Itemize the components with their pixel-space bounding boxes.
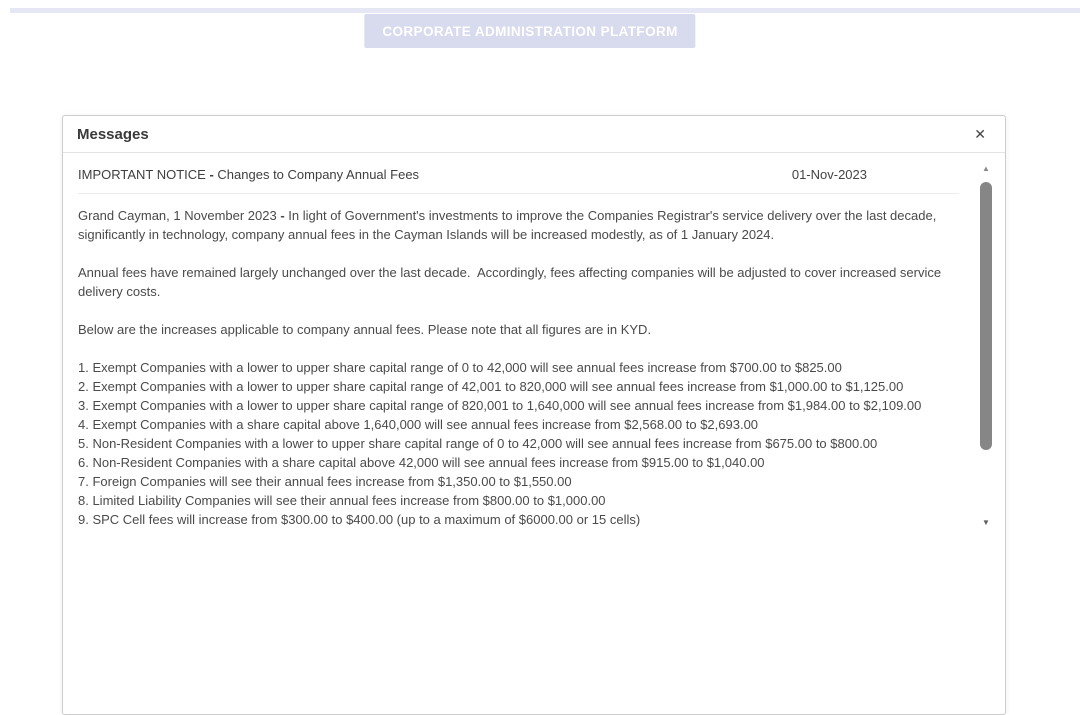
fee-change-item: 8. Limited Liability Companies will see … (78, 493, 606, 508)
message-subject-row: IMPORTANT NOTICE - Changes to Company An… (78, 165, 959, 194)
fee-change-item: 2. Exempt Companies with a lower to uppe… (78, 379, 904, 394)
fee-change-item: 7. Foreign Companies will see their annu… (78, 474, 572, 489)
scroll-down-button[interactable]: ▼ (979, 518, 993, 528)
close-icon: ✕ (974, 126, 986, 142)
scroll-up-icon: ▲ (982, 164, 990, 173)
close-button[interactable]: ✕ (970, 125, 990, 143)
fee-change-item: 9. SPC Cell fees will increase from $300… (78, 512, 641, 527)
dialog-title: Messages (77, 125, 149, 143)
message-paragraph: Grand Cayman, 1 November 2023 - In light… (78, 208, 940, 242)
message-paragraph: Annual fees have remained largely unchan… (78, 265, 945, 299)
messages-content: IMPORTANT NOTICE - Changes to Company An… (63, 153, 1005, 529)
platform-header-label: CORPORATE ADMINISTRATION PLATFORM (382, 23, 678, 39)
message-subject: IMPORTANT NOTICE - Changes to Company An… (78, 167, 420, 182)
fee-change-item: 4. Exempt Companies with a share capital… (78, 417, 759, 432)
scroll-up-button[interactable]: ▲ (979, 164, 993, 174)
fee-change-item: 5. Non-Resident Companies with a lower t… (78, 436, 878, 451)
fee-change-item: 3. Exempt Companies with a lower to uppe… (78, 398, 922, 413)
messages-dialog: Messages ✕ IMPORTANT NOTICE - Changes to… (62, 115, 1006, 715)
message-paragraph: Below are the increases applicable to co… (78, 322, 652, 337)
platform-header: CORPORATE ADMINISTRATION PLATFORM (364, 14, 696, 48)
top-accent-bar (10, 8, 1080, 13)
fee-changes-list: 1. Exempt Companies with a lower to uppe… (78, 358, 959, 529)
scrollbar-thumb[interactable] (980, 182, 992, 450)
message-date: 01-Nov-2023 (791, 167, 867, 182)
fee-change-item: 6. Non-Resident Companies with a share c… (78, 455, 765, 470)
scroll-down-icon: ▼ (982, 518, 990, 527)
fee-change-item: 1. Exempt Companies with a lower to uppe… (78, 360, 842, 375)
scrollbar[interactable]: ▲ ▼ (979, 164, 993, 528)
dialog-header: Messages ✕ (63, 116, 1005, 153)
